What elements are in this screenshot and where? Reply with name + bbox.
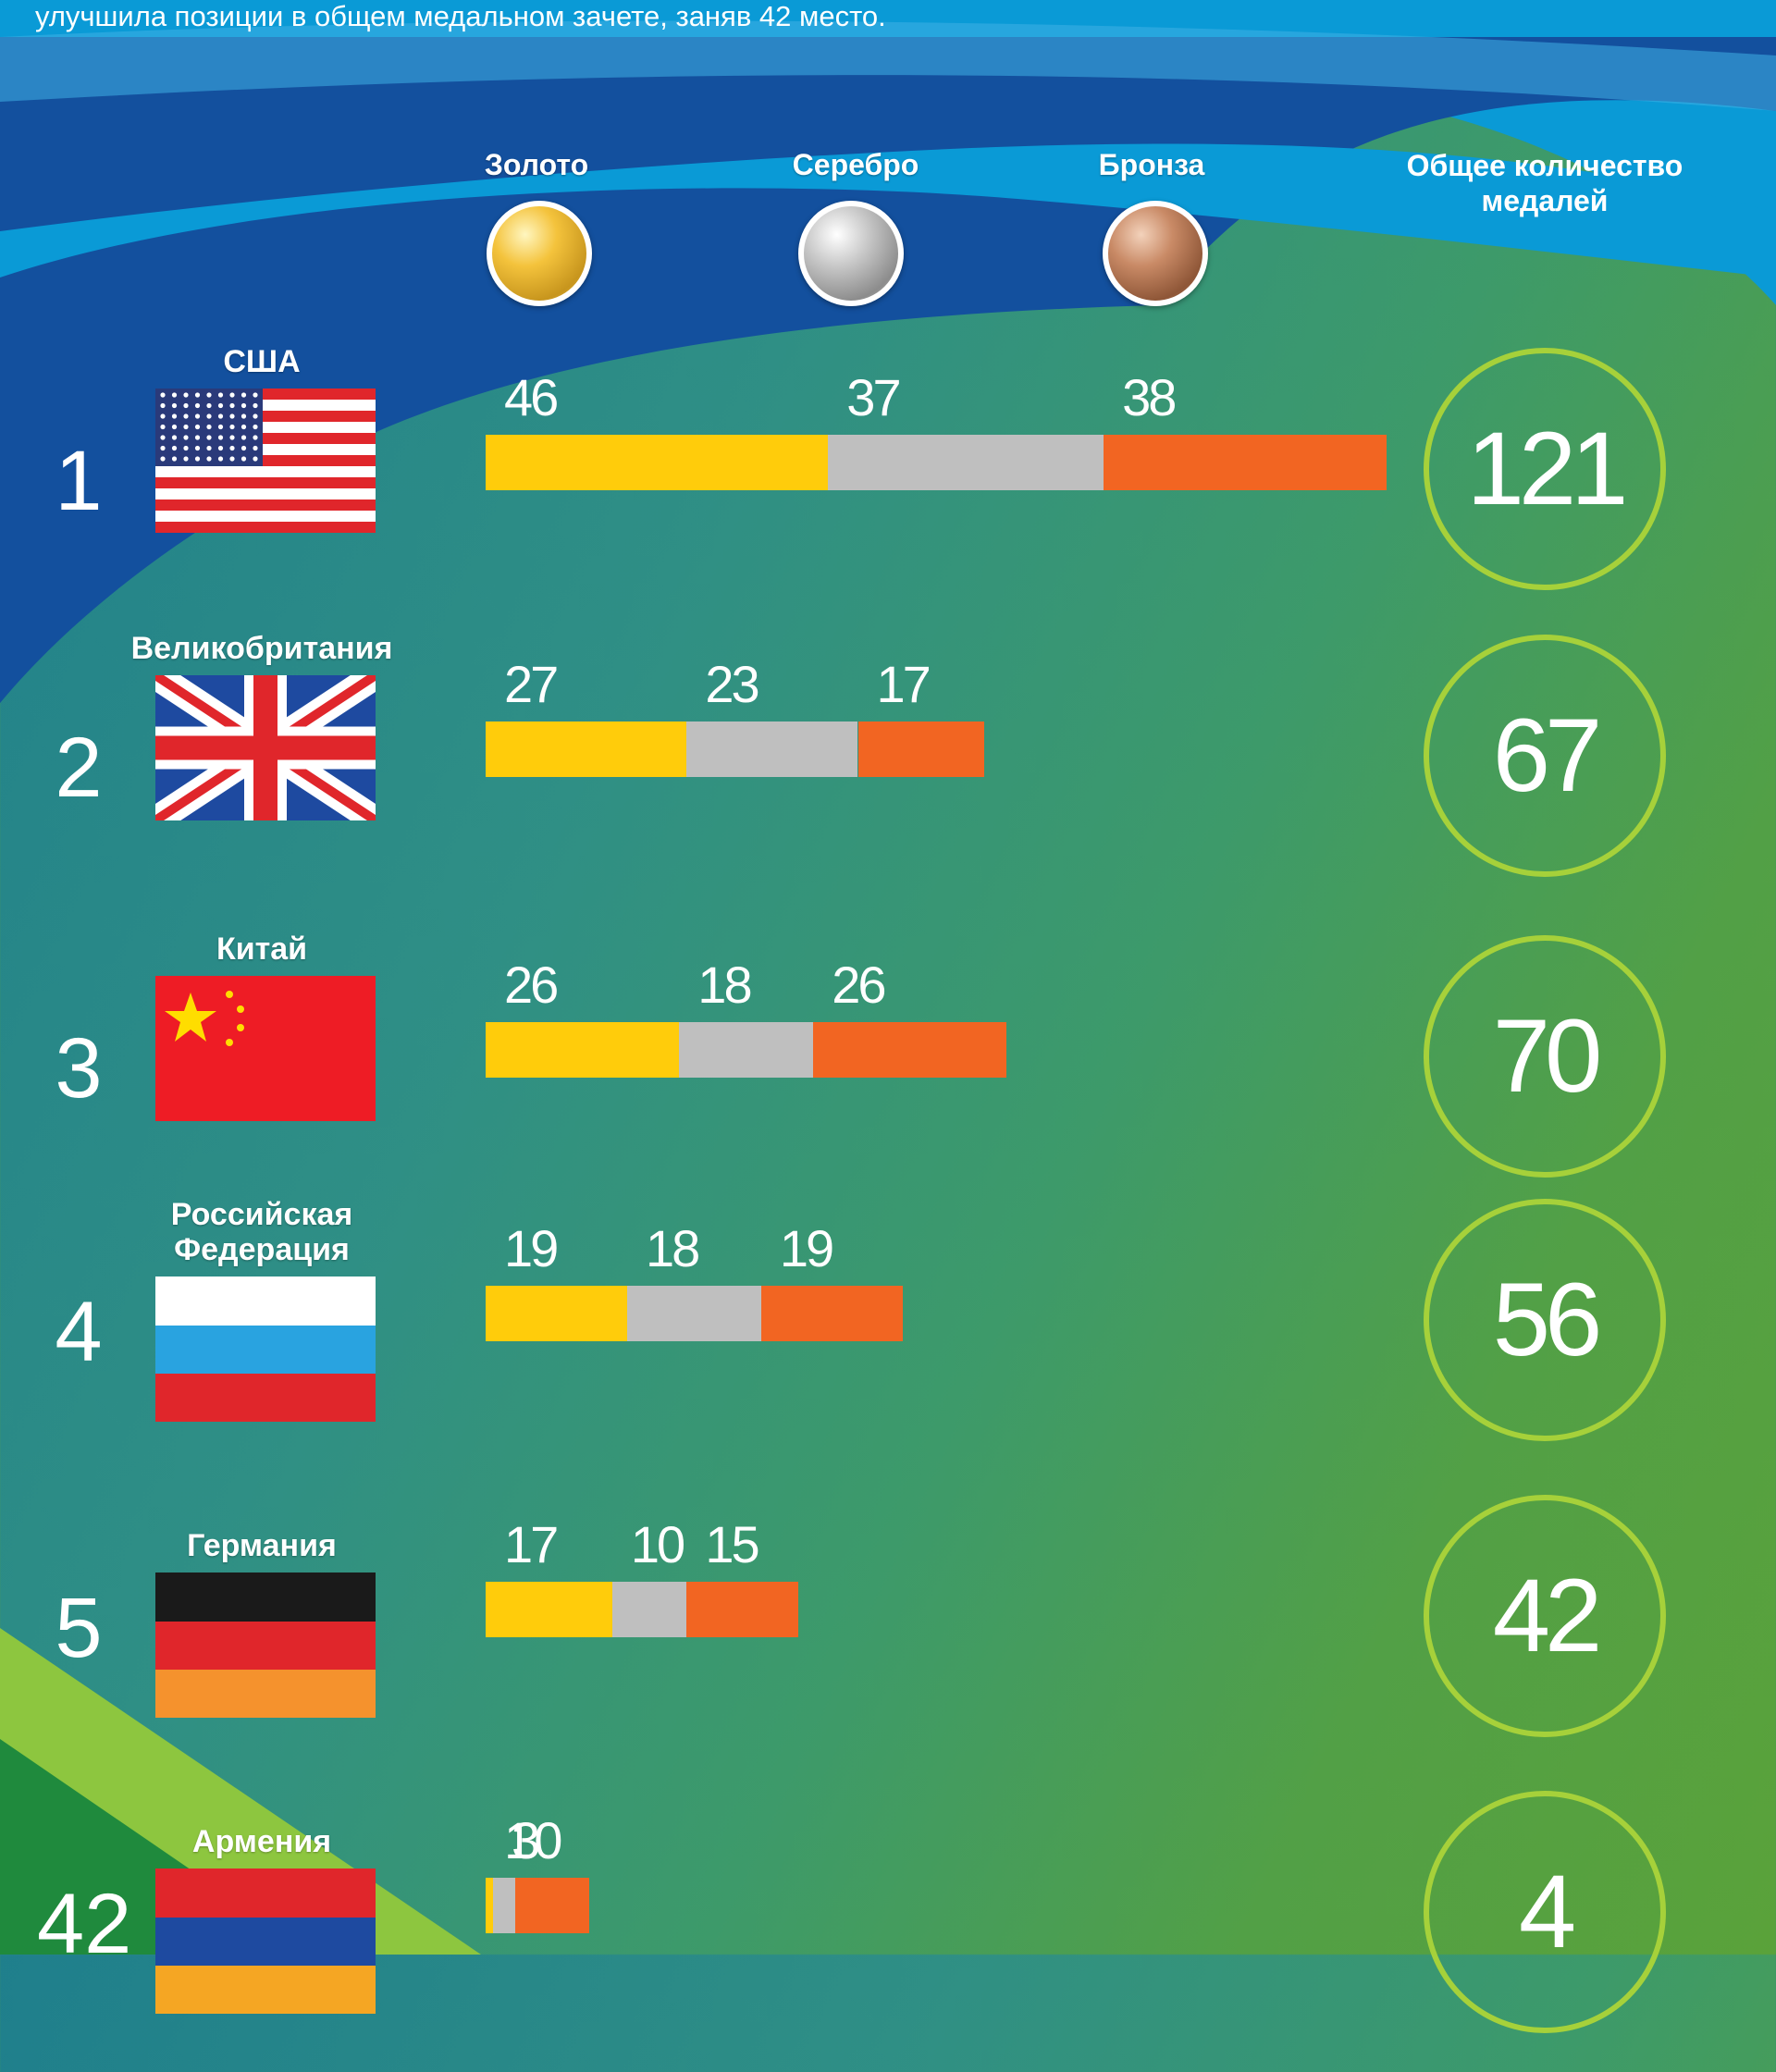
- total-medals-value: 42: [1492, 1558, 1603, 1673]
- total-medals-value: 67: [1492, 697, 1603, 813]
- total-medals-value: 121: [1466, 411, 1629, 526]
- country-name: Армения: [191, 1824, 332, 1859]
- gold-bar: [486, 1878, 494, 1933]
- wave-cyan-line: [0, 20, 1776, 111]
- bronze-bar: [515, 1878, 590, 1933]
- country-name: США: [223, 344, 301, 379]
- usa-flag-icon: [155, 388, 376, 534]
- silver-header: Серебро: [792, 148, 919, 181]
- wave-dark-blue: [0, 37, 1776, 703]
- total-medals-value: 56: [1492, 1262, 1603, 1377]
- intro-text: улучшила позиции в общем медальном зачет…: [35, 0, 886, 32]
- total-medals-header: Общее количество медалей: [1406, 149, 1684, 217]
- uk-flag-icon: [147, 663, 384, 832]
- country-name: Китай: [216, 931, 308, 967]
- gold-value-label: 1: [504, 1811, 533, 1869]
- silver-bar: [828, 435, 1104, 490]
- rank-number: 42: [37, 1877, 132, 1971]
- gold-value-label: 46: [504, 368, 559, 426]
- silver-bar: [679, 1022, 814, 1078]
- bronze-value-label: 15: [705, 1515, 759, 1573]
- silver-value-label: 3: [512, 1811, 540, 1869]
- total-medals-ring: 42: [1424, 1495, 1666, 1737]
- gold-value-label: 27: [504, 655, 559, 713]
- rank-number: 2: [55, 721, 103, 815]
- gold-bar: [486, 722, 687, 777]
- germany-flag-icon: [155, 1572, 376, 1718]
- total-medals-ring: 67: [1424, 635, 1666, 877]
- country-row: 2 Великобритания 27 23 17 67: [0, 629, 1776, 916]
- russia-flag-icon: [155, 1276, 376, 1422]
- country-name: Великобритания: [130, 631, 393, 666]
- bronze-bar: [760, 1286, 903, 1341]
- silver-bar: [626, 1286, 761, 1341]
- country-name: Германия: [187, 1528, 337, 1563]
- total-medals-ring: 56: [1424, 1199, 1666, 1441]
- total-medals-ring: 70: [1424, 935, 1666, 1178]
- gold-value-label: 19: [504, 1219, 559, 1277]
- gold-value-label: 26: [504, 956, 559, 1014]
- bronze-value-label: 19: [779, 1219, 834, 1277]
- country-row: 1 США 46 37 38 121: [0, 342, 1776, 629]
- total-medals-ring: 4: [1424, 1791, 1666, 2033]
- gold-header: Золото: [484, 148, 589, 181]
- bronze-value-label: 26: [832, 956, 886, 1014]
- country-row: 5 Германия 17 10 15 42: [0, 1489, 1776, 1776]
- bronze-medal-icon: [1103, 201, 1208, 306]
- rank-number: 3: [55, 1021, 103, 1116]
- gold-value-label: 17: [504, 1515, 559, 1573]
- gold-bar: [486, 435, 829, 490]
- silver-value-label: 23: [705, 655, 759, 713]
- silver-value-label: 37: [846, 368, 901, 426]
- country-row: 3 Китай 26 18 26 70: [0, 930, 1776, 1216]
- bronze-bar: [686, 1582, 799, 1637]
- silver-value-label: 18: [645, 1219, 700, 1277]
- silver-bar: [493, 1878, 516, 1933]
- bronze-bar: [813, 1022, 1007, 1078]
- gold-bar: [486, 1022, 680, 1078]
- total-medals-value: 70: [1492, 998, 1603, 1114]
- bronze-value-label: 0: [534, 1811, 562, 1869]
- bronze-value-label: 17: [876, 655, 931, 713]
- silver-value-label: 18: [697, 956, 752, 1014]
- gold-bar: [486, 1286, 627, 1341]
- silver-medal-icon: [798, 201, 904, 306]
- china-flag-icon: [155, 976, 376, 1121]
- bronze-value-label: 38: [1122, 368, 1177, 426]
- rank-number: 4: [55, 1285, 103, 1379]
- gold-bar: [486, 1582, 612, 1637]
- country-row: 42 Армения 1 3 0 4: [0, 1785, 1776, 2072]
- total-medals-ring: 121: [1424, 348, 1666, 590]
- bronze-header: Бронза: [1098, 148, 1205, 181]
- armenia-flag-icon: [155, 1868, 376, 2014]
- wave-mid-blue: [0, 143, 1776, 278]
- gold-medal-icon: [487, 201, 592, 306]
- silver-bar: [686, 722, 858, 777]
- rank-number: 1: [55, 434, 103, 528]
- country-row: 4 Российская Федерация 19 18 19 56: [0, 1193, 1776, 1480]
- total-medals-value: 4: [1518, 1854, 1576, 1969]
- bronze-bar: [1104, 435, 1388, 490]
- rank-number: 5: [55, 1581, 103, 1675]
- silver-value-label: 10: [630, 1515, 685, 1573]
- silver-bar: [611, 1582, 687, 1637]
- bronze-bar: [857, 722, 985, 777]
- country-name: Российская Федерация: [170, 1197, 353, 1267]
